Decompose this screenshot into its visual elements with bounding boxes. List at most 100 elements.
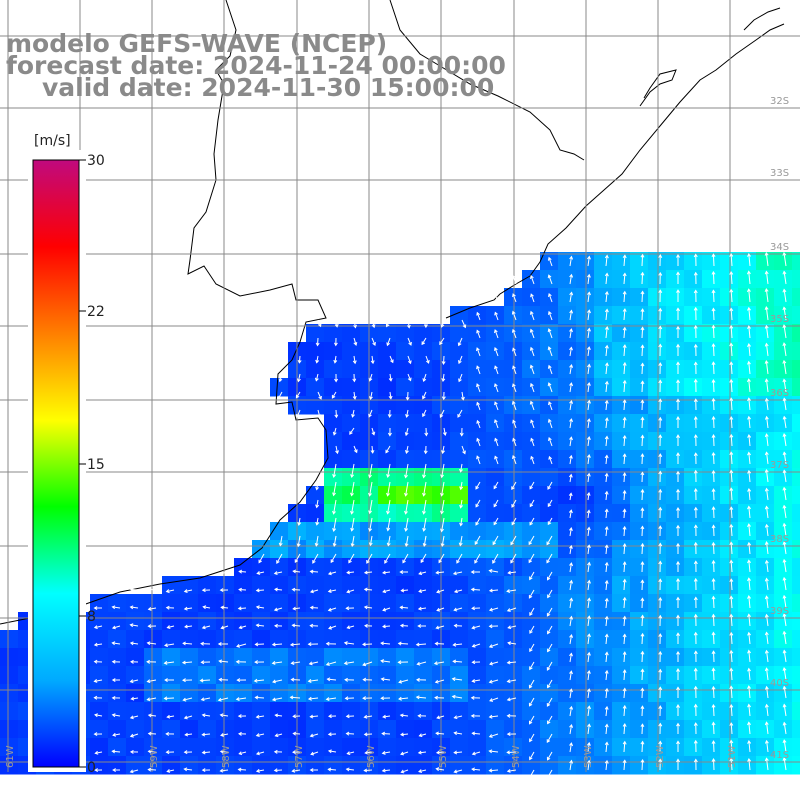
speed-cell [630,504,649,523]
wind-arrow [404,535,409,548]
speed-cell [756,756,775,775]
wind-arrow [494,419,499,429]
wind-arrow [255,605,265,610]
speed-cell [594,360,613,379]
wind-arrow [456,553,463,564]
speed-cell [414,342,433,361]
wind-arrow [640,525,645,537]
wind-arrow [418,733,427,738]
speed-cell [504,648,523,667]
speed-cell [702,378,721,397]
speed-cell [738,288,757,307]
wind-arrow [368,517,373,532]
wind-arrow [146,659,157,664]
speed-cell [216,720,235,739]
wind-arrow [529,715,535,725]
wind-arrow [368,373,373,382]
wind-arrow [511,400,517,411]
wind-arrow [368,481,373,497]
speed-cell [792,360,800,379]
wind-arrow [399,570,408,575]
wind-arrow [423,319,428,329]
speed-cell [792,270,800,289]
wind-arrow [332,535,337,547]
speed-cell [126,756,145,775]
wind-arrow [111,605,121,610]
wind-arrow [530,455,535,465]
speed-cell [396,612,415,631]
wind-arrow [307,696,319,701]
wind-arrow [747,505,751,519]
wind-arrow [529,310,535,321]
wind-arrow [546,535,553,546]
wind-arrow [296,409,301,418]
wind-arrow [640,687,645,699]
speed-cell [324,432,343,451]
lat-lon-grid [0,0,800,772]
wind-arrow [586,544,591,555]
speed-cell [522,522,541,541]
speed-cell [486,648,505,667]
speed-cell [648,648,667,667]
wind-arrow [440,481,445,497]
speed-cell [486,576,505,595]
wind-arrow [676,416,681,428]
speed-cell [252,738,271,757]
wind-arrow [604,472,609,483]
speed-cell [630,738,649,757]
speed-cell [396,414,415,433]
wind-arrow [658,614,663,627]
wind-arrow [370,445,375,454]
wind-arrow [458,373,463,383]
wind-arrow [693,469,698,483]
wind-arrow [400,588,409,593]
wind-arrow [476,419,481,429]
wind-arrow [327,607,337,612]
wind-arrow [433,661,445,666]
speed-cell [612,594,631,613]
speed-cell [90,720,109,739]
wind-arrow [782,251,787,267]
speed-cell [180,720,199,739]
wind-arrow [457,337,463,347]
speed-cell [468,576,487,595]
wind-arrow [782,324,787,339]
wind-arrow [476,383,481,393]
speed-cell [774,684,793,703]
wind-arrow [421,337,427,346]
wind-arrow [547,346,553,357]
speed-cell [486,360,505,379]
speed-cell [540,288,559,307]
wind-arrow [569,346,573,357]
speed-cell [504,612,523,631]
wind-arrow [326,677,337,682]
wind-arrow [315,481,319,491]
wind-arrow [764,757,769,771]
wind-arrow [165,605,175,610]
wind-arrow [569,670,573,681]
speed-cell [666,486,685,505]
speed-cell [684,288,703,307]
wind-arrow [291,768,301,773]
speed-cell [0,756,19,775]
speed-cell [738,450,757,469]
wind-arrow [546,751,553,761]
speed-cell [774,270,793,289]
speed-cell [126,594,145,613]
wind-arrow [348,553,355,564]
speed-cell [702,468,721,487]
wind-arrow [315,499,320,509]
speed-cell [684,324,703,343]
wind-arrow [476,401,481,411]
wind-arrow [236,643,247,648]
speed-cell [612,414,631,433]
colorbar-unit: [m/s] [34,133,71,149]
wind-arrow [547,715,553,725]
wind-arrow [183,715,193,720]
speed-cell [630,450,649,469]
speed-cell [684,486,703,505]
speed-cell [720,756,739,775]
latitude-label: 37S [770,460,789,471]
wind-arrow [587,705,591,717]
speed-cell [702,756,721,775]
